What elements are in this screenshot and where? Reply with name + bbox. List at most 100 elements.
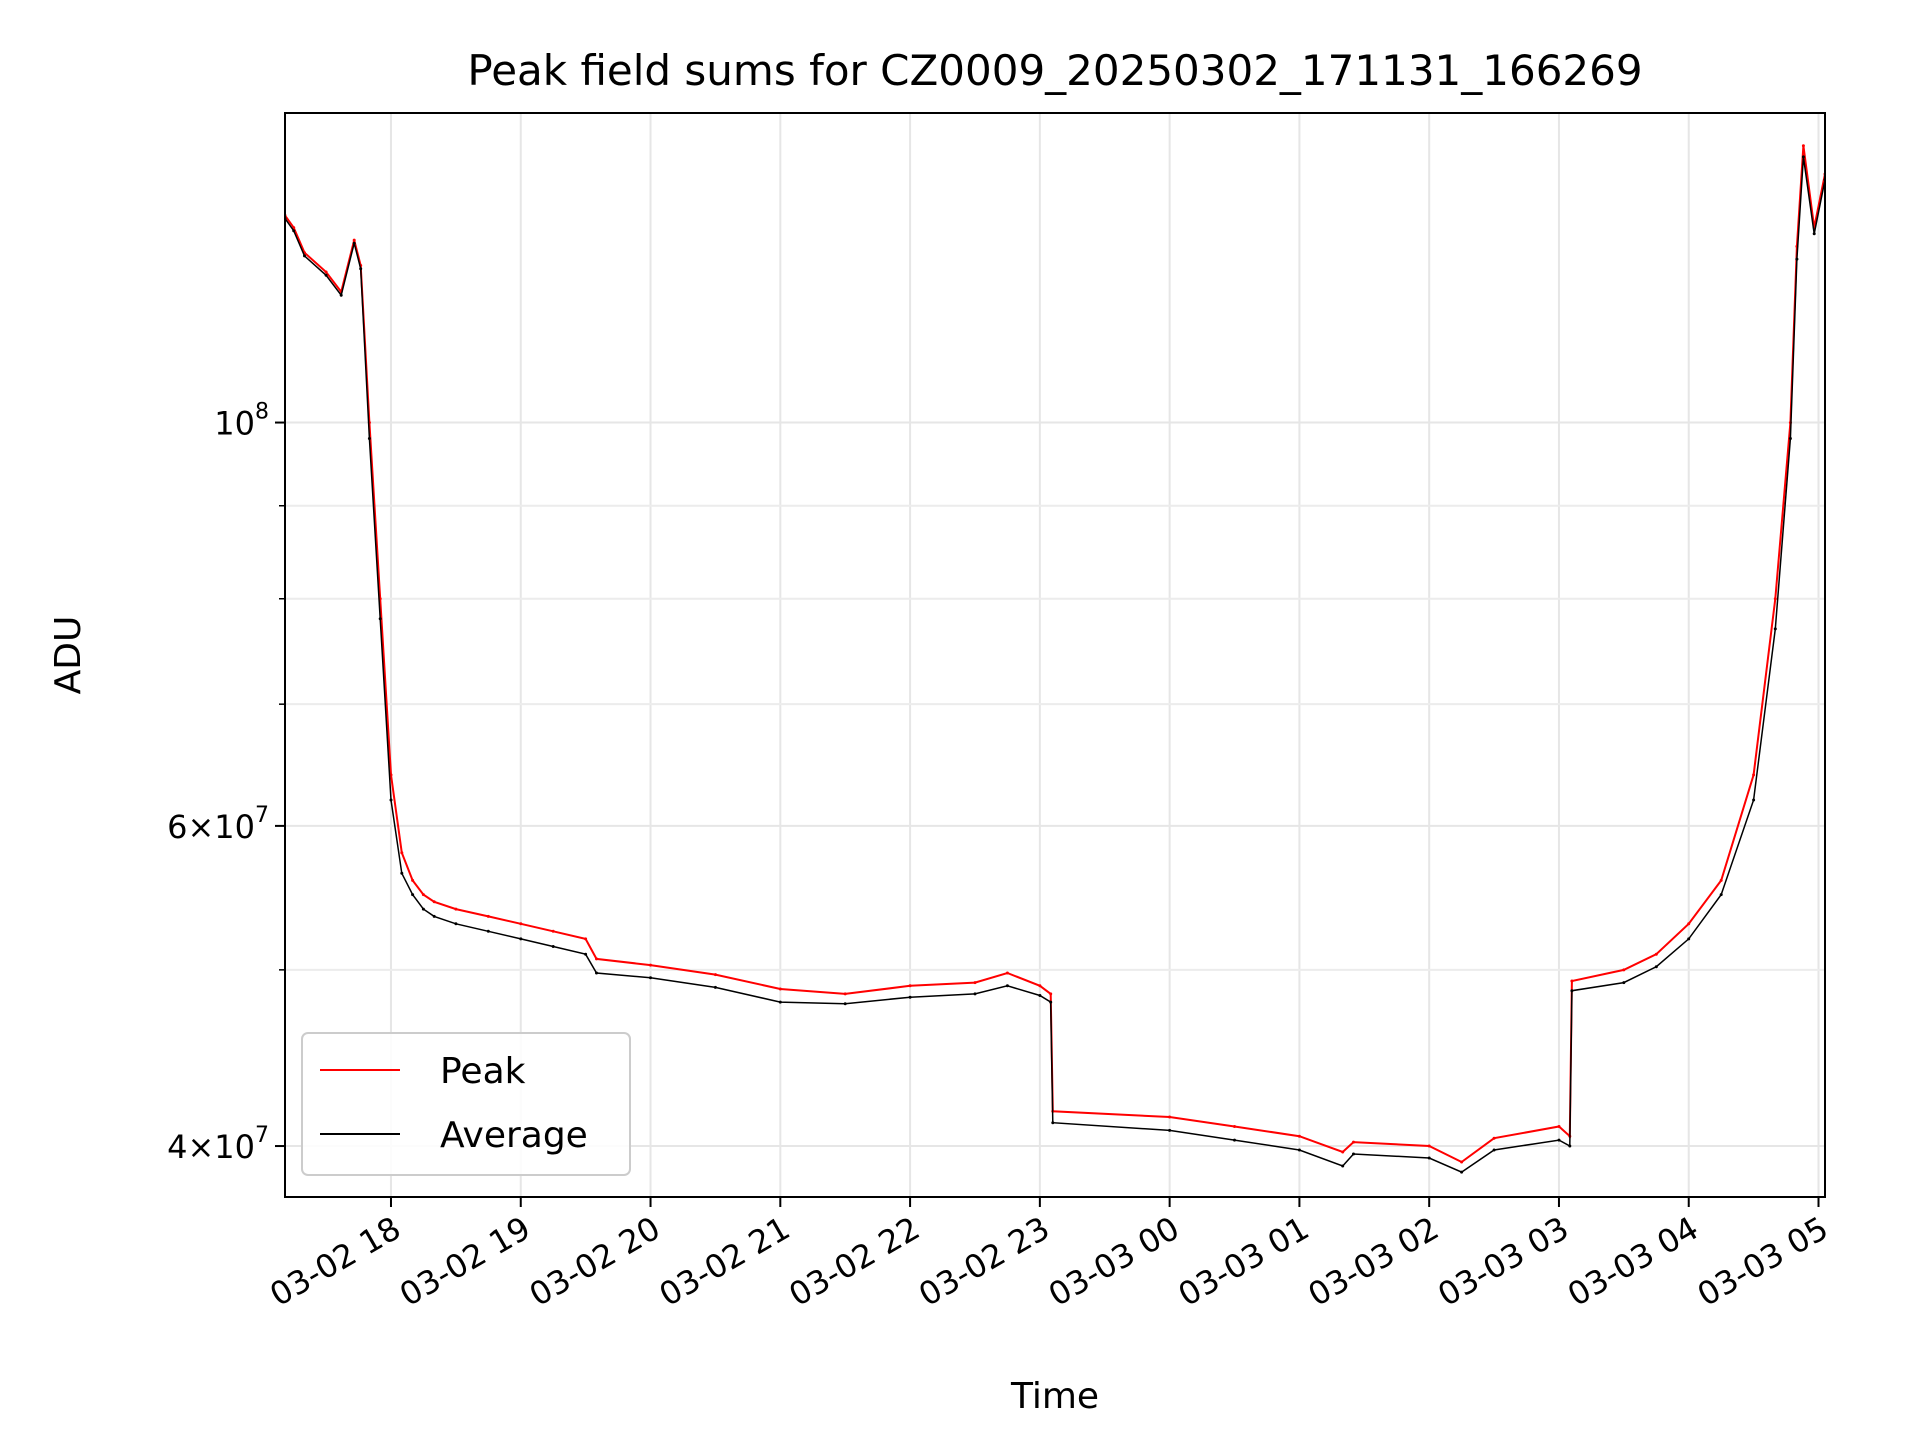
data-point-peak	[1460, 1160, 1464, 1164]
data-point-peak	[1719, 878, 1723, 882]
data-point-average	[595, 971, 598, 975]
data-point-peak	[400, 851, 404, 855]
data-point-average	[1801, 155, 1805, 159]
data-point-average	[389, 798, 393, 802]
data-point-average	[1812, 232, 1816, 236]
data-point-peak	[432, 900, 436, 904]
data-point-peak	[551, 929, 555, 933]
data-point-average	[411, 893, 415, 897]
data-point-peak	[1773, 597, 1777, 601]
data-point-average	[551, 945, 555, 948]
y-tick-label: 108	[214, 400, 269, 443]
legend-box	[301, 1032, 631, 1176]
data-point-average	[1168, 1128, 1172, 1132]
data-point-average	[486, 929, 490, 933]
data-point-peak	[584, 937, 588, 941]
data-point-peak	[778, 987, 782, 991]
data-point-peak	[1168, 1115, 1172, 1119]
series-line-peak	[285, 145, 1825, 1164]
data-point-average	[1570, 989, 1574, 993]
data-point-average	[1622, 981, 1626, 985]
data-point-average	[908, 995, 912, 999]
data-point-average	[359, 267, 363, 271]
data-point-average	[1773, 627, 1777, 631]
data-point-peak	[843, 992, 847, 996]
data-point-average	[1719, 893, 1723, 897]
data-point-average	[1568, 1144, 1572, 1148]
data-point-average	[1654, 965, 1658, 969]
y-axis-label: ADU	[48, 616, 89, 695]
data-point-average	[1297, 1148, 1301, 1152]
data-point-average	[1752, 798, 1756, 802]
data-point-average	[421, 907, 425, 911]
data-point-average	[324, 273, 328, 277]
data-point-average	[778, 1000, 782, 1004]
data-point-average	[454, 922, 458, 926]
data-point-peak	[1341, 1150, 1345, 1154]
data-point-average	[292, 229, 296, 233]
data-point-average	[1687, 937, 1691, 941]
data-point-average	[378, 617, 382, 621]
data-point-peak	[1352, 1140, 1355, 1144]
data-point-peak	[324, 270, 328, 274]
data-point-average	[1233, 1138, 1236, 1142]
legend-label-average: Average	[440, 1115, 588, 1156]
data-point-average	[1005, 984, 1009, 988]
data-point-average	[1460, 1170, 1464, 1174]
data-point-average	[1557, 1138, 1561, 1142]
data-point-average	[1051, 1121, 1055, 1125]
data-point-average	[1492, 1148, 1496, 1152]
data-point-peak	[649, 963, 652, 967]
data-point-average	[400, 871, 404, 875]
data-point-average	[339, 293, 343, 297]
data-point-peak	[352, 238, 356, 242]
legend-label-peak: Peak	[440, 1051, 526, 1092]
data-point-average	[584, 952, 588, 956]
y-tick-label: 6×107	[167, 803, 269, 846]
data-point-average	[432, 914, 436, 918]
data-point-average	[352, 241, 356, 245]
data-point-peak	[1038, 984, 1042, 988]
data-point-peak	[1557, 1125, 1561, 1128]
data-point-peak	[1570, 979, 1574, 983]
plot-area-frame	[284, 112, 1826, 1198]
data-point-peak	[1049, 992, 1053, 996]
data-point-average	[713, 985, 717, 989]
data-point-peak	[1801, 144, 1805, 148]
data-point-peak	[519, 922, 523, 926]
data-point-average	[649, 976, 652, 980]
data-point-peak	[1233, 1125, 1236, 1128]
data-point-peak	[1297, 1134, 1301, 1138]
legend: Peak Average	[301, 1032, 631, 1176]
data-point-peak	[454, 907, 458, 911]
data-point-average	[1049, 1000, 1053, 1004]
y-tick-label: 4×107	[167, 1123, 269, 1166]
data-point-peak	[713, 973, 717, 977]
data-point-peak	[1427, 1144, 1431, 1148]
data-point-peak	[1687, 922, 1691, 926]
data-point-peak	[908, 984, 912, 988]
x-axis-label: Time	[1010, 1376, 1099, 1417]
data-point-average	[303, 254, 306, 258]
data-point-average	[1427, 1156, 1431, 1160]
data-point-peak	[1622, 968, 1626, 972]
data-point-average	[843, 1002, 847, 1006]
data-point-average	[1788, 437, 1792, 440]
data-point-peak	[1654, 952, 1658, 956]
data-point-peak	[411, 878, 415, 882]
data-point-average	[367, 437, 371, 440]
data-point-average	[519, 937, 523, 941]
data-point-peak	[486, 914, 490, 918]
data-point-peak	[1005, 971, 1009, 975]
data-point-peak	[1752, 773, 1756, 777]
series-lines	[285, 144, 1825, 1174]
data-point-average	[1038, 994, 1042, 997]
data-point-average	[1795, 257, 1799, 261]
series-line-average	[285, 156, 1825, 1173]
data-point-average	[1352, 1152, 1355, 1156]
data-point-average	[973, 992, 977, 996]
data-point-peak	[973, 981, 977, 985]
